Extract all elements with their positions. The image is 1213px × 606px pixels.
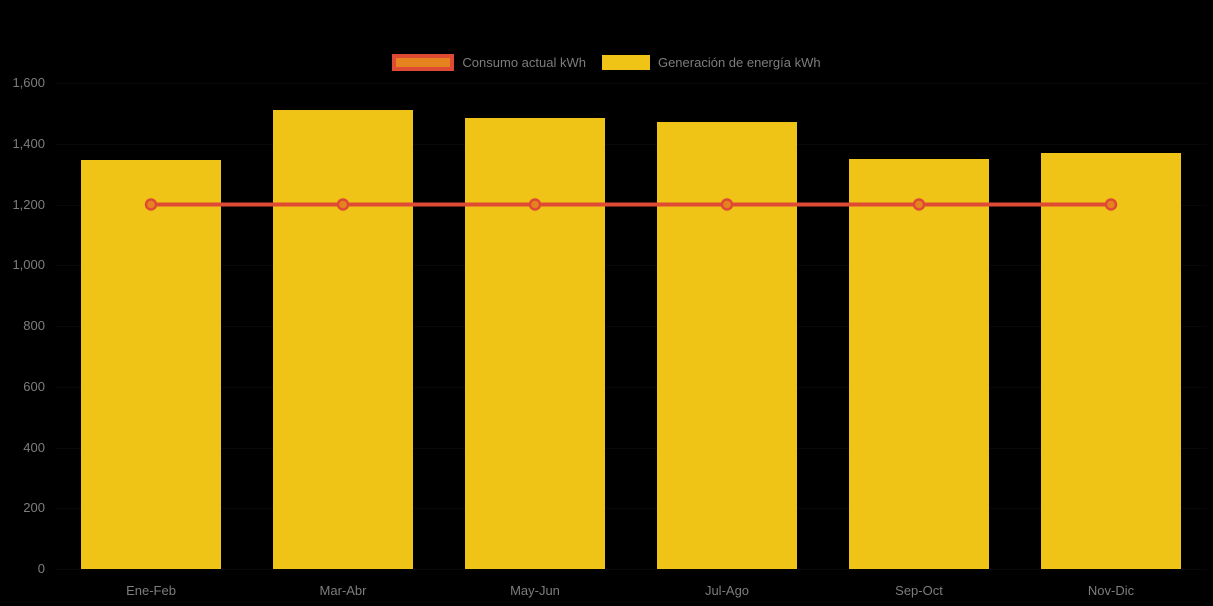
legend-label-consumo: Consumo actual kWh	[462, 54, 586, 70]
x-tick-label: Mar-Abr	[319, 583, 367, 598]
y-tick-label: 600	[23, 378, 45, 394]
y-tick-label: 1,400	[12, 135, 45, 151]
consumo-marker-Jul-Ago[interactable]	[720, 198, 734, 211]
x-tick-label: Jul-Ago	[704, 583, 750, 598]
generacion-bar-Nov-Dic[interactable]	[1041, 152, 1181, 569]
y-tick-label: 1,600	[12, 75, 45, 90]
y-tick-label: 1,000	[12, 257, 45, 273]
y-tick-label: 400	[23, 439, 45, 455]
line-legend-swatch-icon	[392, 53, 455, 71]
generacion-bar-Ene-Feb[interactable]	[81, 160, 221, 569]
y-tick-label: 200	[23, 500, 45, 516]
y-tick-label: 0	[37, 561, 45, 576]
x-tick-label: May-Jun	[510, 583, 560, 598]
x-tick-label: Ene-Feb	[126, 583, 176, 598]
y-tick-label: 1,200	[12, 196, 45, 212]
legend-label-generacion: Generación de energía kWh	[657, 54, 821, 70]
y-tick-label: 800	[23, 318, 45, 333]
generacion-bar-Mar-Abr[interactable]	[273, 110, 413, 569]
consumo-marker-Nov-Dic[interactable]	[1104, 198, 1118, 211]
legend-item-generacion[interactable]: Generación de energía kWh	[601, 54, 821, 70]
x-tick-label: Nov-Dic	[1087, 583, 1135, 598]
x-tick-label: Sep-Oct	[895, 583, 943, 598]
generacion-bar-May-Jun[interactable]	[465, 117, 605, 569]
consumo-marker-Mar-Abr[interactable]	[336, 198, 350, 211]
generacion-bar-Jul-Ago[interactable]	[657, 122, 797, 569]
consumo-marker-May-Jun[interactable]	[528, 198, 542, 211]
legend: Consumo actual kWh Generación de energía…	[0, 52, 1213, 72]
consumo-marker-Ene-Feb[interactable]	[144, 198, 158, 211]
legend-item-consumo[interactable]: Consumo actual kWh	[392, 53, 586, 71]
generacion-bar-Sep-Oct[interactable]	[849, 158, 989, 569]
bar-legend-swatch-icon	[601, 54, 650, 70]
consumo-marker-Sep-Oct[interactable]	[912, 198, 926, 211]
